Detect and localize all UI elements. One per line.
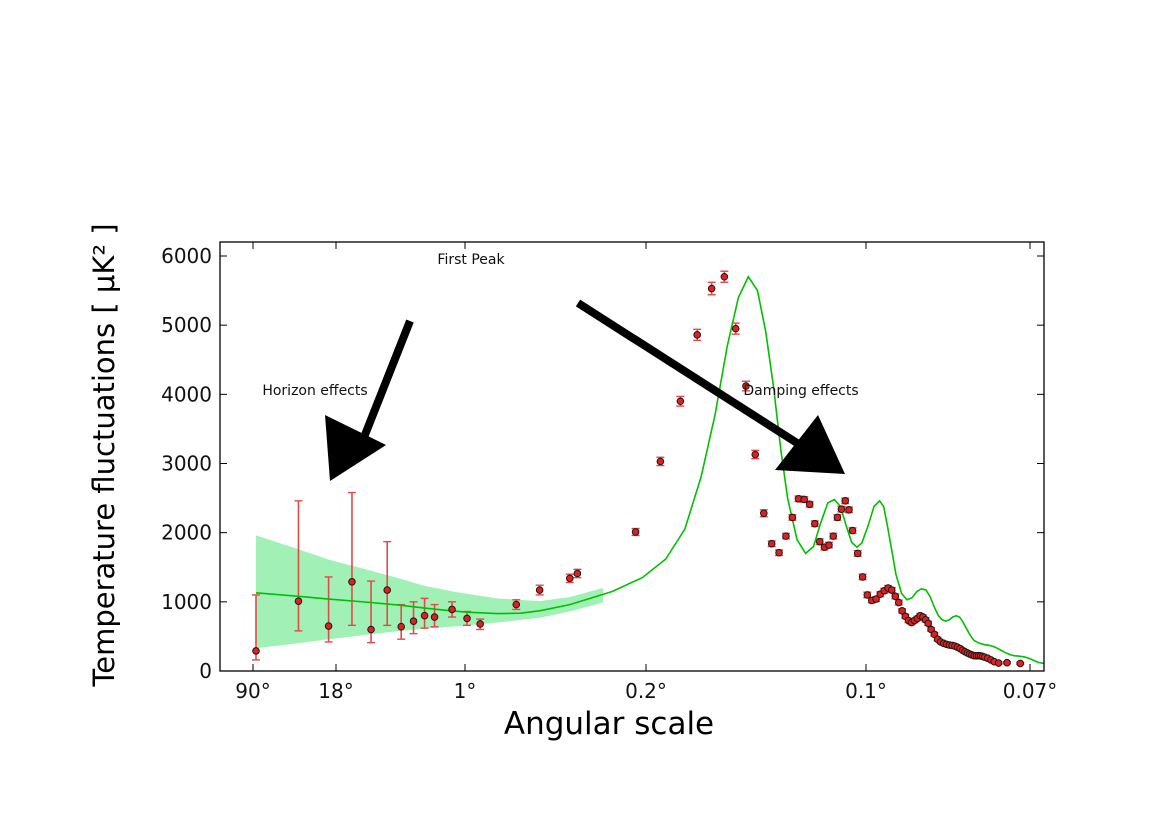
data-point bbox=[837, 505, 846, 513]
y-tick-label: 0 bbox=[199, 659, 212, 683]
annotation-horizon-effects: Horizon effects bbox=[262, 383, 367, 399]
plot-frame bbox=[219, 241, 1045, 672]
data-point bbox=[863, 591, 872, 599]
model-curve bbox=[255, 275, 1044, 665]
annotation-horizon-arrow bbox=[325, 319, 414, 481]
data-point bbox=[252, 647, 260, 655]
data-point bbox=[693, 331, 701, 339]
data-point bbox=[833, 513, 842, 522]
y-tick-label: 3000 bbox=[161, 452, 212, 476]
data-point bbox=[512, 600, 521, 609]
data-point bbox=[924, 619, 932, 628]
data-point bbox=[767, 539, 776, 548]
data-point bbox=[829, 532, 838, 540]
y-tick-label: 1000 bbox=[161, 590, 212, 614]
data-point bbox=[731, 324, 740, 333]
data-point bbox=[294, 597, 303, 605]
data-point-group bbox=[383, 540, 392, 627]
data-point bbox=[348, 577, 356, 586]
data-point bbox=[815, 537, 824, 546]
data-point bbox=[805, 500, 814, 509]
data-point bbox=[1016, 659, 1025, 668]
data-point bbox=[858, 573, 867, 581]
data-point bbox=[788, 513, 797, 522]
data-point bbox=[800, 495, 808, 504]
data-point bbox=[872, 595, 880, 603]
x-axis-title: Angular scale bbox=[504, 706, 714, 742]
data-point bbox=[324, 622, 333, 630]
data-point bbox=[825, 541, 833, 549]
x-tick-label: 18° bbox=[318, 679, 353, 703]
data-point-group bbox=[324, 576, 333, 643]
y-tick-label: 4000 bbox=[161, 382, 212, 406]
data-point bbox=[811, 519, 819, 528]
data-point bbox=[841, 497, 850, 505]
annotation-damping-arrow bbox=[575, 299, 845, 474]
data-point bbox=[420, 611, 429, 620]
data-point bbox=[1003, 658, 1011, 667]
x-tick-label: 0.2° bbox=[625, 679, 667, 703]
x-tick-label: 0.1° bbox=[845, 679, 887, 703]
data-point bbox=[676, 397, 685, 406]
plot-area bbox=[252, 270, 1044, 668]
annotation-first-peak: First Peak bbox=[437, 252, 505, 268]
data-point-group bbox=[294, 500, 303, 632]
data-point bbox=[853, 549, 862, 558]
data-point bbox=[397, 622, 406, 631]
plot-inner bbox=[252, 270, 1044, 668]
damping-arrow-head bbox=[775, 415, 845, 474]
x-axis-ticks: 90° 18° 1° 0.2° 0.1° 0.07° bbox=[235, 242, 1057, 703]
data-point bbox=[448, 605, 456, 614]
x-tick-label: 90° bbox=[235, 679, 270, 703]
y-axis-ticks: 0 1000 2000 3000 4000 5000 6000 bbox=[161, 244, 1044, 683]
data-point bbox=[720, 272, 729, 281]
data-point bbox=[751, 450, 760, 459]
data-point bbox=[845, 506, 853, 514]
data-point bbox=[760, 509, 768, 518]
data-point bbox=[409, 617, 418, 626]
data-point-group bbox=[347, 491, 356, 627]
data-point bbox=[656, 457, 665, 466]
y-axis-title: Temperature fluctuations [ μK² ] bbox=[87, 223, 121, 687]
data-point bbox=[742, 382, 750, 390]
data-point bbox=[775, 548, 783, 557]
y-tick-label: 6000 bbox=[161, 244, 212, 268]
data-point bbox=[782, 532, 790, 540]
cosmic-variance-band bbox=[256, 535, 604, 649]
data-point bbox=[367, 625, 375, 634]
data-point bbox=[463, 614, 471, 623]
annotation-damping-effects: Damping effects bbox=[743, 383, 858, 399]
horizon-arrow-head bbox=[325, 415, 386, 481]
x-tick-label: 1° bbox=[454, 679, 477, 703]
data-point bbox=[898, 607, 906, 615]
data-point bbox=[535, 586, 544, 594]
data-point bbox=[565, 574, 574, 583]
data-point bbox=[476, 620, 484, 628]
data-point bbox=[573, 569, 582, 578]
data-point bbox=[383, 586, 392, 594]
data-point bbox=[887, 586, 896, 594]
data-point bbox=[631, 528, 640, 536]
y-tick-label: 2000 bbox=[161, 521, 212, 545]
data-point bbox=[707, 284, 716, 293]
data-point bbox=[894, 598, 903, 607]
y-tick-label: 5000 bbox=[161, 313, 212, 337]
x-tick-label: 0.07° bbox=[1003, 679, 1058, 703]
data-point bbox=[891, 592, 900, 601]
data-point bbox=[430, 613, 439, 621]
data-point bbox=[848, 526, 857, 535]
data-point bbox=[994, 659, 1003, 667]
